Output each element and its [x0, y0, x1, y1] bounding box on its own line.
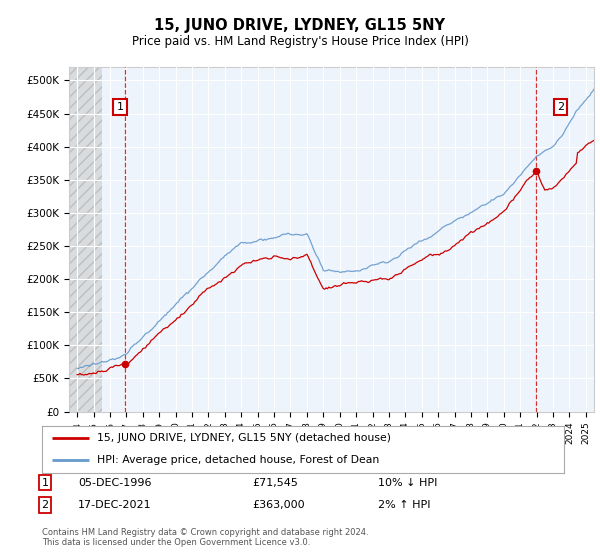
- Text: 15, JUNO DRIVE, LYDNEY, GL15 5NY (detached house): 15, JUNO DRIVE, LYDNEY, GL15 5NY (detach…: [97, 433, 391, 444]
- Text: HPI: Average price, detached house, Forest of Dean: HPI: Average price, detached house, Fore…: [97, 455, 379, 465]
- Text: 17-DEC-2021: 17-DEC-2021: [78, 500, 152, 510]
- Text: Price paid vs. HM Land Registry's House Price Index (HPI): Price paid vs. HM Land Registry's House …: [131, 35, 469, 49]
- Text: 1: 1: [41, 478, 49, 488]
- Text: Contains HM Land Registry data © Crown copyright and database right 2024.
This d: Contains HM Land Registry data © Crown c…: [42, 528, 368, 548]
- Text: 10% ↓ HPI: 10% ↓ HPI: [378, 478, 437, 488]
- Text: £71,545: £71,545: [252, 478, 298, 488]
- Text: 2: 2: [557, 102, 564, 112]
- Text: 05-DEC-1996: 05-DEC-1996: [78, 478, 151, 488]
- Bar: [69, 67, 102, 412]
- Text: £363,000: £363,000: [252, 500, 305, 510]
- Text: 15, JUNO DRIVE, LYDNEY, GL15 5NY: 15, JUNO DRIVE, LYDNEY, GL15 5NY: [155, 18, 445, 32]
- Text: 2% ↑ HPI: 2% ↑ HPI: [378, 500, 431, 510]
- Text: 2: 2: [41, 500, 49, 510]
- Text: 1: 1: [116, 102, 124, 112]
